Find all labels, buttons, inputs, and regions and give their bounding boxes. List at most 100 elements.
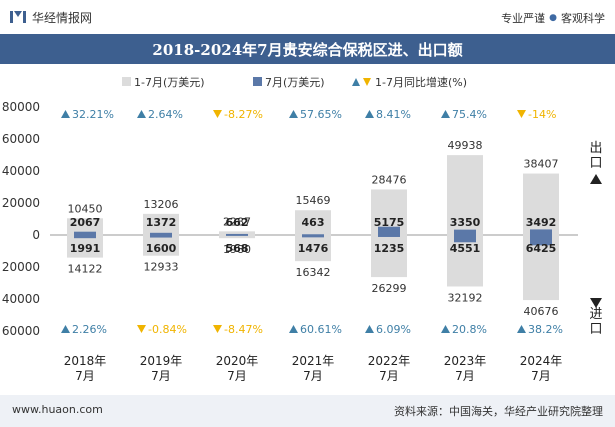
chart-title: 2018-2024年7月贵安综合保税区进、出口额 <box>152 40 463 59</box>
x-tick-label: 2019年 <box>140 354 183 368</box>
export-growth-label: 2.64% <box>148 108 183 121</box>
legend-growth-label: 1-7月同比增速(%) <box>375 75 467 89</box>
x-tick-label: 7月 <box>455 369 475 383</box>
import-growth-label: 38.2% <box>528 323 563 336</box>
export-growth-up-icon <box>441 110 450 118</box>
import-ytd-label: 1980 <box>223 243 251 256</box>
export-growth-label: 8.41% <box>376 108 411 121</box>
x-tick-label: 2018年 <box>64 354 107 368</box>
footer: www.huaon.com 资料来源：中国海关，华经产业研究院整理 <box>0 395 615 427</box>
x-tick-label: 7月 <box>151 369 171 383</box>
import-growth-label: -8.47% <box>224 323 263 336</box>
import-ytd-label: 12933 <box>144 261 179 274</box>
import-ytd-bar <box>295 235 331 262</box>
x-tick-label: 2020年 <box>216 354 259 368</box>
export-ytd-bar <box>219 231 255 235</box>
export-growth-label: 57.65% <box>300 108 342 121</box>
export-growth-label: -8.27% <box>224 108 263 121</box>
export-month-label: 662 <box>226 216 249 229</box>
x-axis: 2018年7月2019年7月2020年7月2021年7月2022年7月2023年… <box>64 354 563 383</box>
export-side-label: 出口 <box>589 141 602 171</box>
export-month-bar <box>378 226 400 235</box>
import-month-label: 4551 <box>450 242 481 255</box>
x-tick-label: 2024年 <box>520 354 563 368</box>
y-tick-label: 80000 <box>2 100 40 114</box>
brand[interactable]: 华经情报网 <box>10 8 92 27</box>
import-month-label: 1235 <box>374 242 405 255</box>
import-ytd-label: 16342 <box>296 266 331 279</box>
y-tick-label: 60000 <box>2 324 40 338</box>
footer-source: 资料来源：中国海关，华经产业研究院整理 <box>394 405 603 418</box>
data-labels: 10450 14122 2067 1991 13206 12933 1372 1600 2287… <box>68 139 559 318</box>
export-growth-up-icon <box>137 110 146 118</box>
title-bar: 2018-2024年7月贵安综合保税区进、出口额 <box>0 34 615 64</box>
export-month-label: 463 <box>302 216 325 229</box>
import-ytd-label: 14122 <box>68 263 103 276</box>
import-month-label: 6425 <box>526 242 557 255</box>
legend: 1-7月(万美元) 7月(万美元) 1-7月同比增速(%) <box>122 75 467 89</box>
y-tick-label: 60000 <box>2 132 40 146</box>
export-ytd-bar <box>295 210 331 235</box>
import-month-label: 568 <box>226 242 249 255</box>
import-month-bar <box>74 235 96 239</box>
import-growth-up-icon <box>289 325 298 333</box>
export-ytd-label: 49938 <box>448 139 483 152</box>
import-growth-down-icon <box>213 325 222 333</box>
import-ytd-bar <box>67 235 103 258</box>
export-month-label: 3492 <box>526 216 557 229</box>
import-ytd-bar <box>219 235 255 239</box>
export-growth-down-icon <box>517 110 526 118</box>
import-growth-label: 60.61% <box>300 323 342 336</box>
slogan: 专业严谨 ● 客观科学 <box>501 10 605 26</box>
import-growth-label: 20.8% <box>452 323 487 336</box>
export-ytd-bar <box>447 155 483 235</box>
import-growth-up-icon <box>61 325 70 333</box>
import-growth-up-icon <box>441 325 450 333</box>
import-ytd-label: 26299 <box>372 282 407 295</box>
export-ytd-label: 28476 <box>372 173 407 186</box>
export-month-bar <box>302 234 324 235</box>
x-tick-label: 7月 <box>75 369 95 383</box>
export-growth-label: -14% <box>528 108 556 121</box>
import-month-bar <box>150 235 172 238</box>
import-month-bar <box>302 235 324 238</box>
legend-month-swatch <box>253 77 262 86</box>
import-side-label: 进口 <box>589 307 602 337</box>
import-month-bar <box>378 235 400 237</box>
x-tick-label: 2022年 <box>368 354 411 368</box>
y-tick-label: 0 <box>32 228 40 242</box>
legend-down-triangle-icon <box>363 78 371 86</box>
export-ytd-label: 2287 <box>223 215 251 228</box>
import-growth-label: 2.26% <box>72 323 107 336</box>
export-month-bar <box>530 229 552 235</box>
legend-up-triangle-icon <box>352 78 360 86</box>
side-labels: 出口 进口 <box>589 141 602 337</box>
import-ytd-bar <box>523 235 559 301</box>
down-arrow-icon <box>590 298 602 308</box>
import-month-bar <box>226 235 248 236</box>
export-month-bar <box>454 229 476 235</box>
y-tick-label: 20000 <box>2 196 40 210</box>
footer-site-link[interactable]: www.huaon.com <box>12 403 103 416</box>
legend-ytd-swatch <box>122 77 131 86</box>
top-bar: 华经情报网 专业严谨 ● 客观科学 <box>0 0 615 34</box>
import-growth-label: -0.84% <box>148 323 187 336</box>
import-growth-up-icon <box>365 325 374 333</box>
x-tick-label: 7月 <box>227 369 247 383</box>
legend-ytd-label: 1-7月(万美元) <box>134 76 205 89</box>
import-growth-up-icon <box>517 325 526 333</box>
import-month-label: 1600 <box>146 242 177 255</box>
y-tick-label: 40000 <box>2 292 40 306</box>
slogan-left: 专业严谨 <box>501 12 546 25</box>
x-tick-label: 2023年 <box>444 354 487 368</box>
import-month-bar <box>530 235 552 246</box>
import-ytd-bar <box>447 235 483 287</box>
y-axis: 80000 60000 40000 20000 0 20000 40000 60000 <box>2 100 40 338</box>
export-month-bar <box>74 231 96 235</box>
import-ytd-bar <box>371 235 407 278</box>
export-month-label: 3350 <box>450 216 481 229</box>
export-growth-label: 32.21% <box>72 108 114 121</box>
up-arrow-icon <box>590 174 602 184</box>
brand-name: 华经情报网 <box>32 11 93 25</box>
